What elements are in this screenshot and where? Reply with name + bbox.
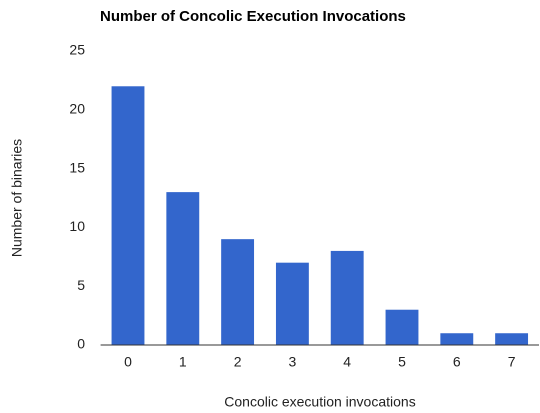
- y-axis-label: Number of binaries: [9, 139, 25, 257]
- bar: [440, 333, 474, 345]
- bar: [275, 262, 309, 345]
- x-tick-label: 4: [343, 354, 351, 370]
- bar: [221, 239, 255, 345]
- y-tick-label: 0: [77, 336, 85, 352]
- bar: [385, 309, 419, 345]
- y-tick-label: 20: [69, 101, 85, 117]
- y-tick-label: 10: [69, 218, 85, 234]
- y-tick-label: 25: [69, 42, 85, 58]
- bar: [166, 192, 200, 345]
- x-tick-label: 6: [453, 354, 461, 370]
- y-tick-label: 5: [77, 277, 85, 293]
- x-tick-label: 1: [179, 354, 187, 370]
- x-tick-label: 5: [398, 354, 406, 370]
- x-tick-label: 0: [124, 354, 132, 370]
- chart-title: Number of Concolic Execution Invocations: [100, 8, 406, 25]
- bar: [330, 250, 364, 345]
- bar: [111, 86, 145, 345]
- x-tick-label: 7: [508, 354, 516, 370]
- bar: [495, 333, 529, 345]
- x-tick-label: 3: [289, 354, 297, 370]
- y-tick-label: 15: [69, 159, 85, 175]
- x-tick-label: 2: [234, 354, 242, 370]
- x-axis-label: Concolic execution invocations: [224, 394, 415, 410]
